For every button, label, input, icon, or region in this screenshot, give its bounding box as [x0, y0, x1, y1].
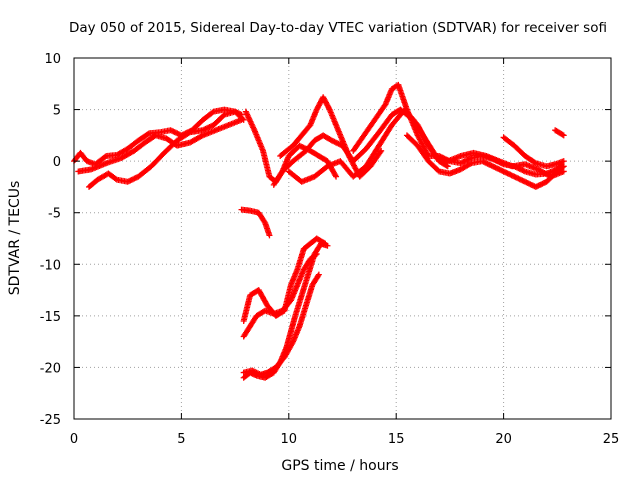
data-point — [266, 232, 273, 239]
x-axis-label: GPS time / hours — [281, 458, 398, 474]
y-axis-label: SDTVAR / TECUs — [7, 181, 23, 296]
data-point — [560, 163, 567, 170]
series-arc-17 — [240, 271, 322, 378]
x-tick-label: 25 — [603, 432, 620, 447]
data-point — [531, 159, 538, 166]
y-tick-label: -5 — [48, 207, 61, 222]
data-points — [71, 81, 567, 381]
data-point — [185, 130, 192, 137]
data-point — [559, 131, 566, 138]
grid-lines — [74, 58, 611, 419]
series-arc-11 — [500, 134, 567, 170]
y-tick-label: -10 — [40, 258, 61, 273]
y-tick-label: 10 — [44, 52, 61, 67]
series-arc-6 — [277, 94, 385, 180]
y-tick-label: -15 — [40, 310, 61, 325]
data-point — [289, 339, 296, 346]
data-point — [239, 115, 246, 122]
y-tick-label: -20 — [40, 361, 61, 376]
x-tick-label: 0 — [70, 432, 78, 447]
data-point — [261, 218, 268, 225]
data-point — [315, 271, 322, 278]
y-tick-label: 5 — [53, 104, 61, 119]
data-point — [240, 116, 247, 123]
x-tick-label: 20 — [495, 432, 512, 447]
series-arc-12 — [552, 127, 567, 139]
data-point — [560, 132, 567, 139]
plot-frame — [73, 57, 612, 420]
chart-title: Day 050 of 2015, Sidereal Day-to-day VTE… — [69, 20, 607, 36]
data-point — [560, 168, 567, 175]
data-point — [377, 149, 384, 156]
data-point — [324, 242, 331, 249]
series-arc-10 — [431, 149, 567, 180]
series-arc-13 — [238, 206, 273, 239]
y-tick-label: -25 — [40, 413, 61, 428]
data-point — [112, 175, 119, 182]
data-point — [102, 153, 109, 160]
x-tick-label: 5 — [177, 432, 185, 447]
data-point — [378, 147, 385, 154]
series-arc-14 — [240, 235, 329, 325]
data-point — [444, 163, 451, 170]
x-tick-label: 15 — [388, 432, 405, 447]
data-point — [315, 272, 322, 279]
data-point — [467, 160, 474, 167]
data-point — [198, 133, 205, 140]
data-point — [144, 131, 151, 138]
data-point — [333, 173, 340, 180]
series-arc-2 — [75, 116, 245, 175]
x-tick-label: 10 — [281, 432, 298, 447]
data-point — [560, 158, 567, 165]
axis-ticks: 0 5 10 15 20 25 10 5 0 -5 -10 -15 -20 -25 — [40, 52, 620, 447]
series-arc-3 — [86, 108, 247, 190]
data-point — [209, 109, 216, 116]
y-tick-label: 0 — [53, 155, 61, 170]
data-point — [332, 172, 339, 179]
